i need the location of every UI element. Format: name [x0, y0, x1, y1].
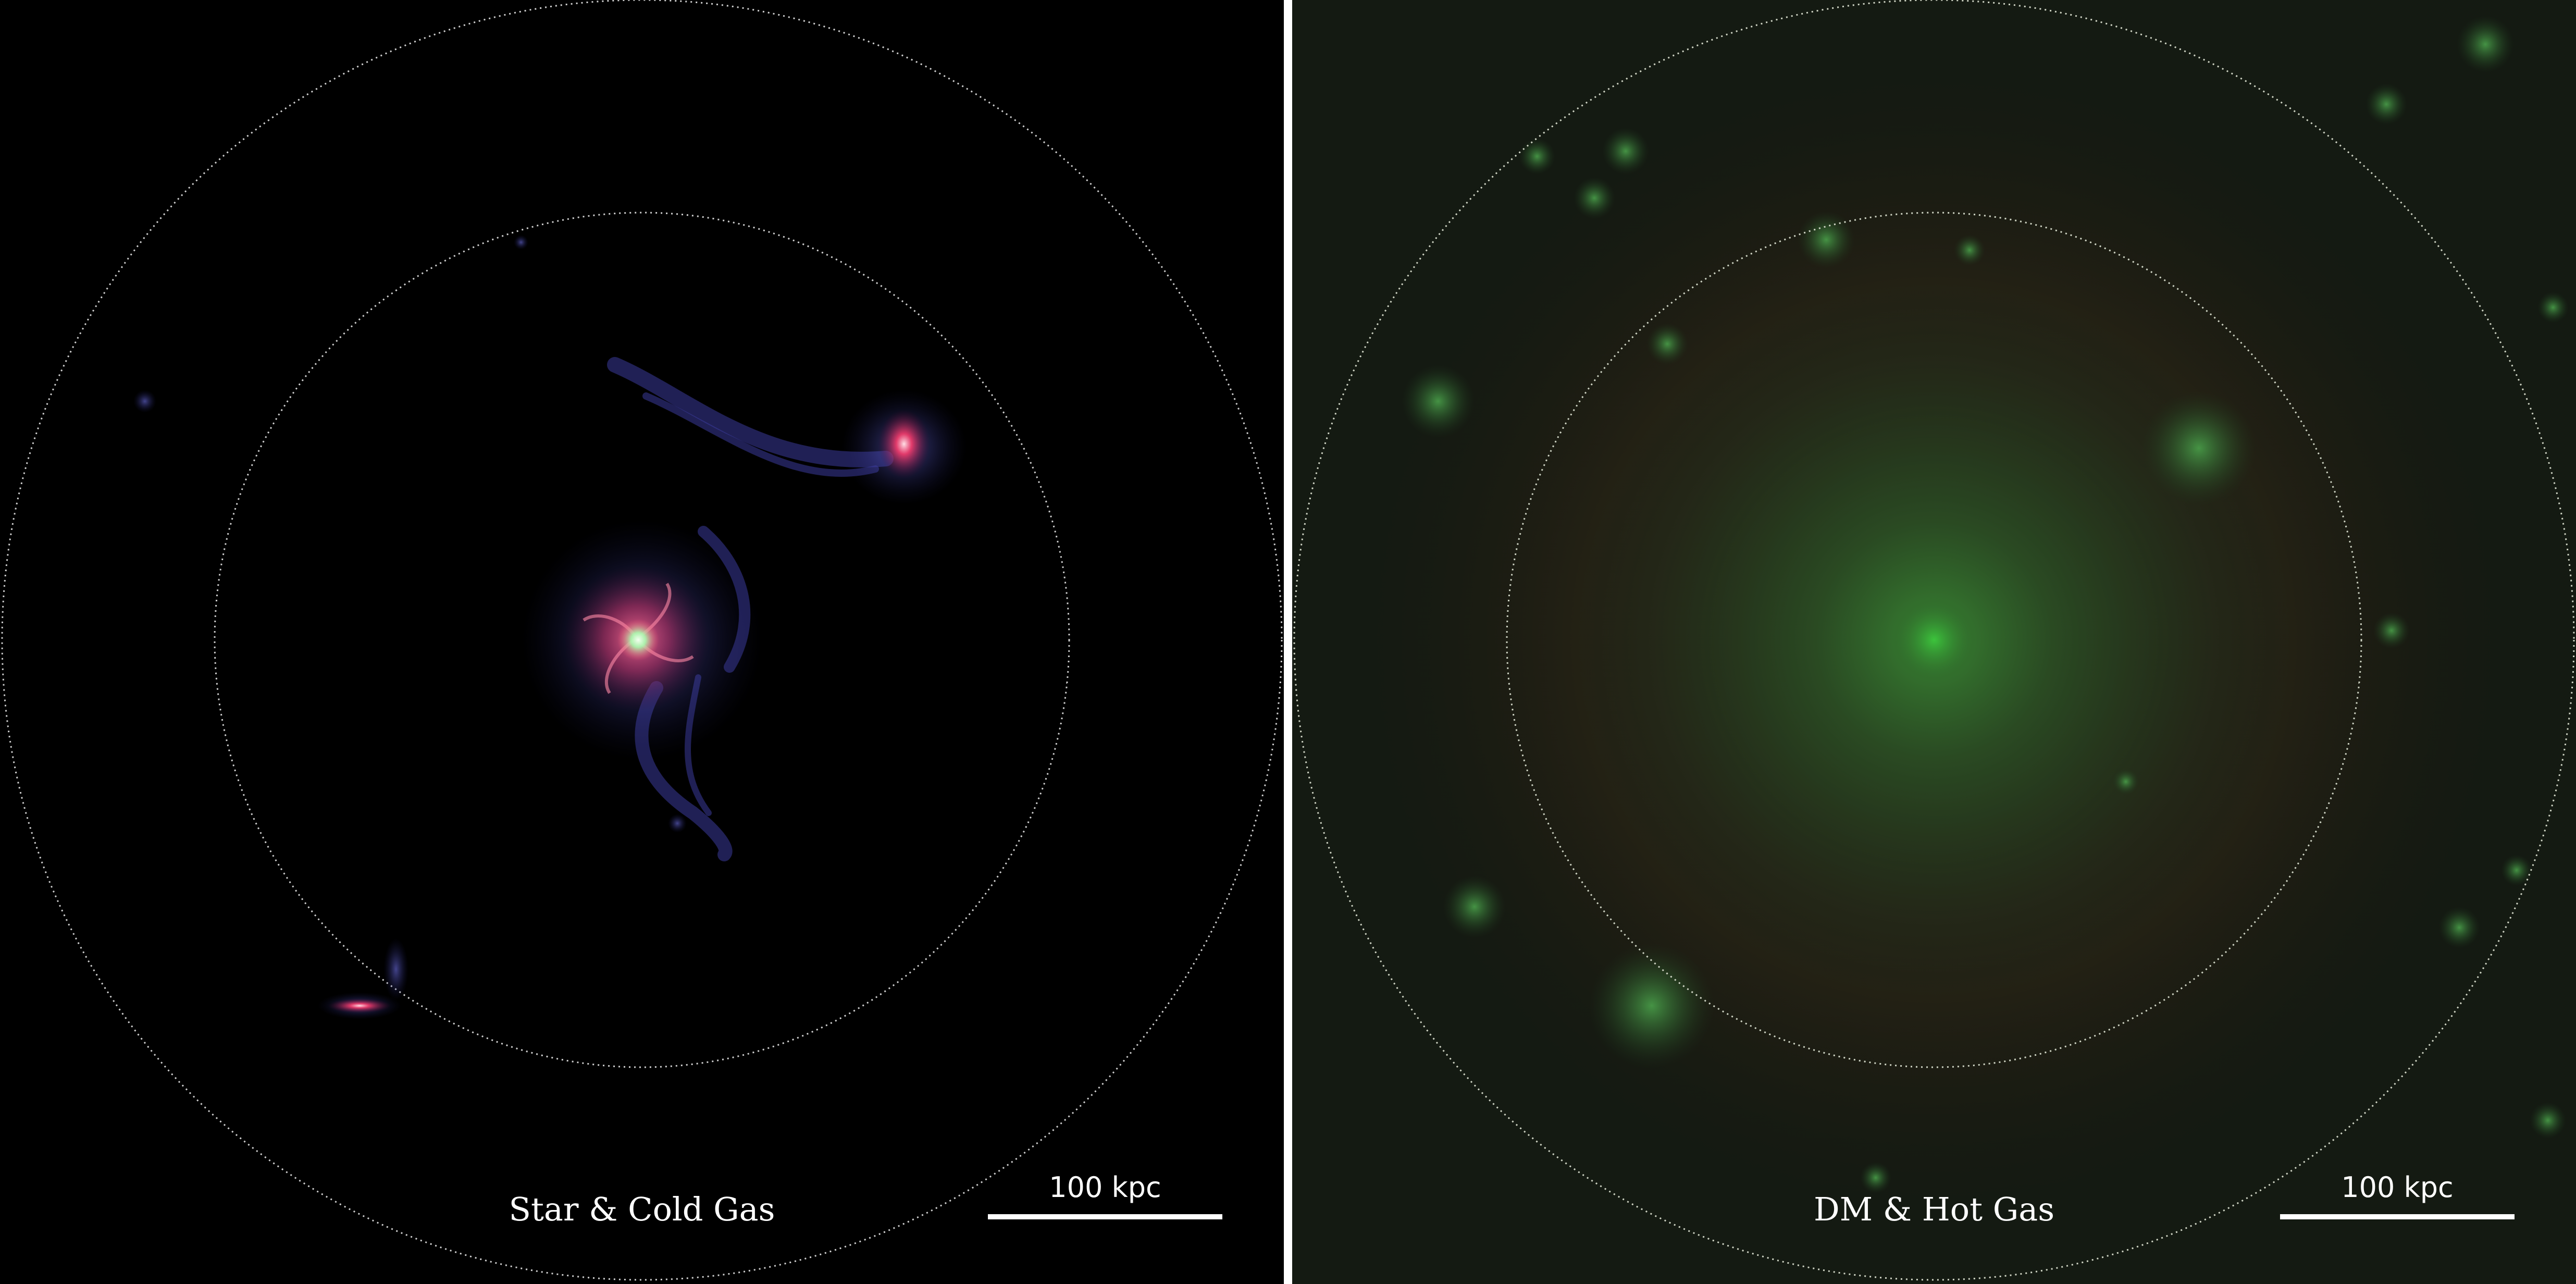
- inner-radius-circle: [214, 212, 1070, 1068]
- dwarf-galaxy: [668, 814, 687, 833]
- outer-radius-circle: [1293, 0, 2575, 1281]
- panel-title: DM & Hot Gas: [1813, 1190, 2055, 1228]
- scale-bar-label: 100 kpc: [1049, 1171, 1161, 1204]
- scale-bar: 100 kpc: [988, 1174, 1222, 1220]
- halo-core: [1892, 598, 1976, 682]
- scale-bar: 100 kpc: [2280, 1174, 2515, 1220]
- dwarf-galaxy: [514, 235, 528, 250]
- dm-hot-gas-panel: DM & Hot Gas 100 kpc: [1292, 0, 2576, 1284]
- scale-bar-label: 100 kpc: [2341, 1171, 2454, 1204]
- scale-bar-line: [988, 1214, 1222, 1219]
- dwarf-galaxy: [133, 390, 156, 413]
- central-galaxy: [522, 520, 762, 760]
- star-cold-gas-panel: Star & Cold Gas 100 kpc: [0, 0, 1284, 1284]
- satellite-galaxy-upper-right: [841, 390, 967, 504]
- panel-title: Star & Cold Gas: [509, 1190, 775, 1228]
- outer-radius-circle: [1, 0, 1283, 1281]
- star-cold-gas-image: [1, 0, 1283, 1281]
- inner-radius-circle: [1506, 212, 2362, 1068]
- scale-bar-line: [2280, 1214, 2515, 1219]
- dark-matter-subhalos: [1402, 16, 2569, 1193]
- satellite-galaxy-lower-left: [318, 938, 408, 1019]
- dm-hot-gas-image: [1293, 0, 2575, 1281]
